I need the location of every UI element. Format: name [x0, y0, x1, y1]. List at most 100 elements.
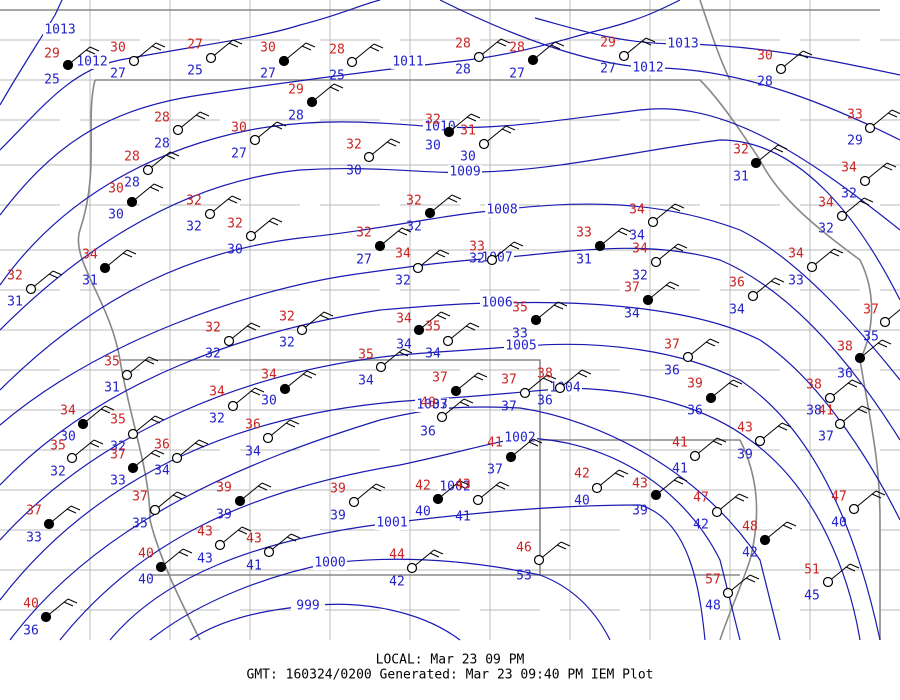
- dewpoint: 27: [356, 253, 372, 268]
- dewpoint: 41: [455, 510, 471, 525]
- station: [689, 450, 701, 462]
- isobar-label-bg: [631, 61, 665, 75]
- wind-barb: [144, 359, 155, 365]
- wind-barb: [254, 387, 265, 393]
- station: [775, 63, 787, 75]
- temperature: 34: [629, 203, 645, 218]
- dewpoint: 34: [729, 303, 745, 318]
- station: [296, 324, 308, 336]
- wind-barb: [89, 442, 100, 448]
- wind-barb: [773, 147, 784, 153]
- dewpoint: 53: [516, 569, 532, 584]
- wind-barb: [228, 42, 239, 48]
- dewpoint: 33: [26, 531, 42, 546]
- dewpoint: 32: [818, 222, 834, 237]
- temperature: 34: [60, 404, 76, 419]
- temperature: 40: [420, 396, 436, 411]
- station: [25, 283, 37, 295]
- wind-barb: [459, 480, 470, 486]
- wind-barb: [199, 111, 210, 117]
- wind-barb: [435, 252, 446, 258]
- dewpoint: 28: [757, 75, 773, 90]
- temperature: 30: [108, 182, 124, 197]
- wind-barb: [881, 339, 892, 345]
- temperature: 34: [395, 247, 411, 262]
- wind-barb: [231, 195, 242, 201]
- temperature: 40: [138, 547, 154, 562]
- dewpoint: 37: [818, 430, 834, 445]
- wind-barb: [302, 373, 313, 379]
- temperature: 35: [358, 348, 374, 363]
- temperature: 43: [632, 477, 648, 492]
- wind-barb: [194, 442, 205, 448]
- station: [227, 400, 239, 412]
- station: [478, 138, 490, 150]
- isobar-label-bg: [666, 37, 700, 51]
- dewpoint: 25: [329, 69, 345, 84]
- dewpoint: 27: [231, 147, 247, 162]
- station: [406, 562, 418, 574]
- station: [142, 164, 154, 176]
- dewpoint: 36: [420, 425, 436, 440]
- dewpoint: 36: [687, 404, 703, 419]
- isobar-label: 1009: [449, 165, 480, 180]
- wind-barb: [153, 183, 164, 189]
- station: [642, 294, 654, 306]
- temperature: 28: [455, 37, 471, 52]
- temperature: 36: [154, 438, 170, 453]
- wind-barb: [100, 408, 111, 414]
- temperature: 35: [50, 439, 66, 454]
- temperature: 35: [512, 301, 528, 316]
- wind-barb: [149, 186, 160, 192]
- dewpoint: 31: [104, 381, 120, 396]
- station: [527, 54, 539, 66]
- station: [348, 496, 360, 508]
- isobar-label-bg: [504, 339, 538, 353]
- isobar-label: 1007: [481, 251, 512, 266]
- dewpoint: 31: [733, 170, 749, 185]
- dewpoint: 34: [154, 464, 170, 479]
- wind-barb: [770, 280, 781, 286]
- station: [750, 157, 762, 169]
- wind-barb: [469, 322, 480, 328]
- wind-barb: [48, 273, 59, 279]
- isobar-label-bg: [375, 516, 409, 530]
- wind-barb: [246, 325, 257, 331]
- wind-barb: [401, 227, 412, 233]
- wind-barb: [154, 415, 165, 421]
- wind-barb: [386, 141, 397, 147]
- temperature: 34: [841, 161, 857, 176]
- temperature: 43: [455, 478, 471, 493]
- dewpoint: 39: [216, 508, 232, 523]
- station: [149, 504, 161, 516]
- isobar-label: 999: [296, 599, 319, 614]
- station: [711, 506, 723, 518]
- dewpoint: 30: [108, 208, 124, 223]
- temperature: 41: [672, 436, 688, 451]
- temperature: 47: [693, 491, 709, 506]
- dewpoint: 38: [806, 404, 822, 419]
- wind-barb: [463, 398, 474, 404]
- wind-barb: [375, 483, 386, 489]
- wind-barb: [849, 563, 860, 569]
- wind-barb: [333, 83, 344, 89]
- wind-barb: [290, 533, 301, 539]
- wind-barb: [716, 437, 727, 443]
- wind-barb: [439, 249, 450, 255]
- station: [432, 493, 444, 505]
- dewpoint: 35: [863, 330, 879, 345]
- wind-barb: [276, 121, 287, 127]
- isobar-label-bg: [291, 599, 325, 613]
- wind-barb: [532, 438, 543, 444]
- wind-barb: [172, 494, 183, 500]
- dewpoint: 30: [425, 139, 441, 154]
- wind-barb: [550, 44, 561, 50]
- dewpoint: 34: [629, 229, 645, 244]
- isobar-label-bg: [438, 480, 472, 494]
- temperature: 30: [110, 41, 126, 56]
- station: [374, 240, 386, 252]
- wind-barb: [528, 441, 539, 447]
- dewpoint: 32: [205, 347, 221, 362]
- dewpoint: 31: [576, 253, 592, 268]
- wind-barb: [859, 200, 870, 206]
